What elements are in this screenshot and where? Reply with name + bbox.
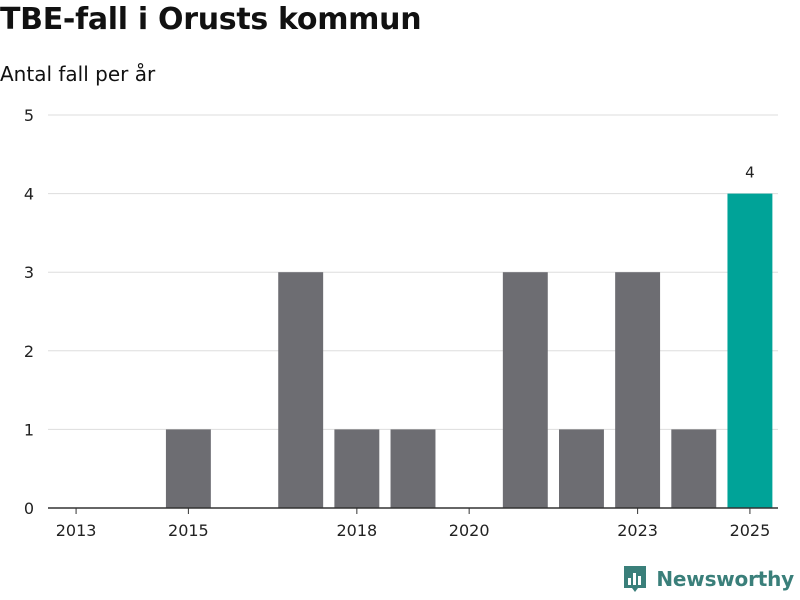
newsworthy-logo-icon [624, 566, 647, 592]
bar-2015 [165, 429, 211, 508]
bar-2022 [559, 429, 604, 508]
y-tick-label: 1 [24, 420, 34, 439]
bar-2024 [671, 429, 717, 508]
chart-title: TBE-fall i Orusts kommun [0, 2, 422, 37]
y-tick-label: 3 [24, 263, 34, 282]
bars [165, 193, 773, 508]
data-labels: 4 [745, 164, 755, 182]
bar-2025 [727, 193, 773, 508]
bar-2021 [502, 272, 548, 508]
x-axis: 2013 2015 2018 2020 2023 2025 [48, 507, 778, 540]
brand: Newsworthy [622, 564, 794, 594]
chart-subtitle: Antal fall per år [0, 62, 156, 86]
x-tick-label: 2020 [449, 521, 490, 540]
bar-2019 [390, 429, 436, 508]
y-axis: 0 1 2 3 4 5 [24, 106, 34, 518]
x-tick-label: 2015 [168, 521, 209, 540]
y-tick-label: 4 [24, 185, 34, 204]
bar-2018 [334, 429, 380, 508]
bar-2023 [615, 272, 661, 508]
y-tick-label: 0 [24, 499, 34, 518]
gridlines [48, 114, 778, 430]
x-tick-label: 2025 [730, 521, 771, 540]
bar-2017 [278, 272, 324, 508]
y-tick-label: 5 [24, 106, 34, 125]
x-tick-label: 2013 [56, 521, 97, 540]
x-tick-label: 2023 [617, 521, 658, 540]
y-tick-label: 2 [24, 342, 34, 361]
brand-name: Newsworthy [656, 567, 794, 591]
x-tick-label: 2018 [336, 521, 377, 540]
data-label-2025: 4 [745, 164, 755, 182]
